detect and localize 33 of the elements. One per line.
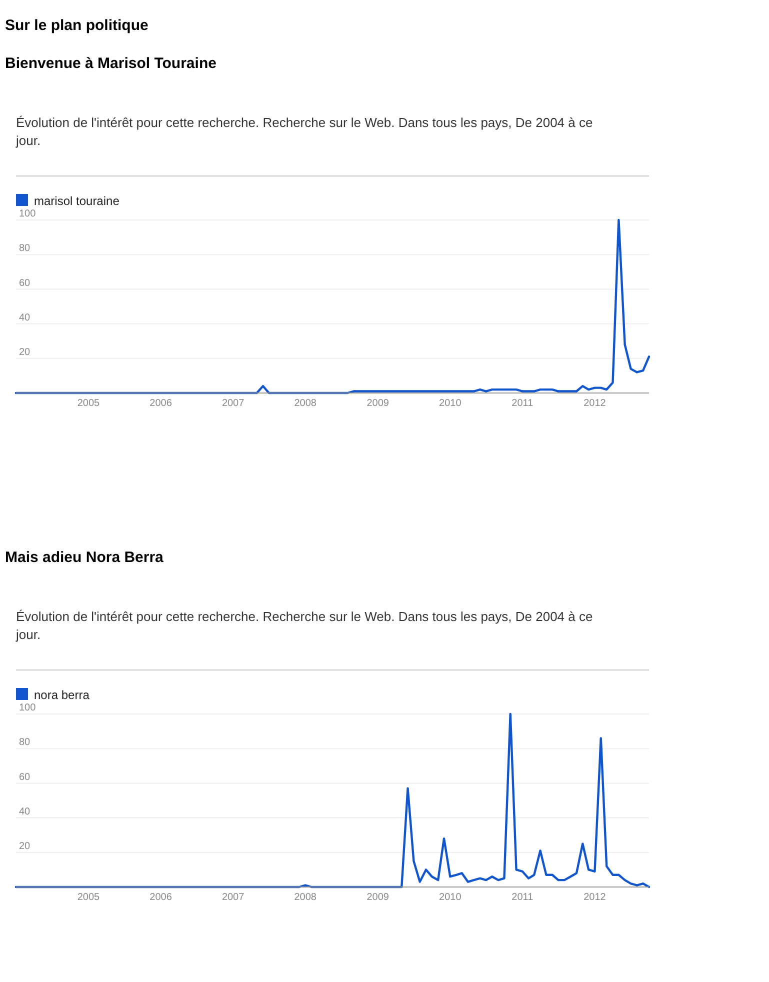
x-tick-label: 2009	[366, 892, 390, 903]
x-tick-label: 2005	[77, 892, 100, 903]
x-tick-label: 2010	[439, 892, 462, 903]
y-tick-label: 40	[19, 806, 31, 818]
y-tick-label: 20	[19, 841, 31, 852]
x-tick-label: 2010	[439, 398, 462, 409]
text: Évolution de l'intérêt pour cette recherche. Recherche sur le Web. Dans tous les pays, De 2004 à ce jour.	[15, 609, 593, 642]
x-tick-label: 2005	[77, 398, 100, 409]
legend-label: nora berra	[34, 688, 90, 702]
y-tick-label: 100	[19, 702, 36, 714]
x-tick-label: 2008	[294, 398, 317, 409]
x-tick-label: 2007	[222, 892, 245, 903]
x-tick-label: 2012	[584, 398, 606, 409]
chart-title: Sur le plan politique	[5, 17, 148, 34]
chart-subtitle: Bienvenue à Marisol Touraine	[5, 55, 216, 72]
y-tick-label: 100	[19, 208, 36, 220]
chart-title: Mais adieu Nora Berra	[5, 549, 164, 566]
y-tick-label: 20	[19, 347, 31, 358]
y-tick-label: 40	[19, 312, 31, 324]
y-tick-label: 80	[19, 243, 31, 254]
x-tick-label: 2007	[222, 398, 245, 409]
x-tick-label: 2011	[512, 398, 534, 409]
x-tick-label: 2006	[150, 892, 172, 903]
text: Évolution de l'intérêt pour cette recherche. Recherche sur le Web. Dans tous les pays, De 2004 à ce jour.	[15, 115, 593, 148]
x-tick-label: 2009	[366, 398, 390, 409]
x-tick-label: 2012	[584, 892, 606, 903]
y-tick-label: 80	[19, 737, 31, 748]
x-tick-label: 2008	[294, 892, 317, 903]
x-tick-label: 2006	[150, 398, 172, 409]
x-tick-label: 2011	[512, 892, 534, 903]
legend-label: marisol touraine	[34, 194, 120, 208]
y-tick-label: 60	[19, 772, 31, 783]
y-tick-label: 60	[19, 278, 31, 289]
